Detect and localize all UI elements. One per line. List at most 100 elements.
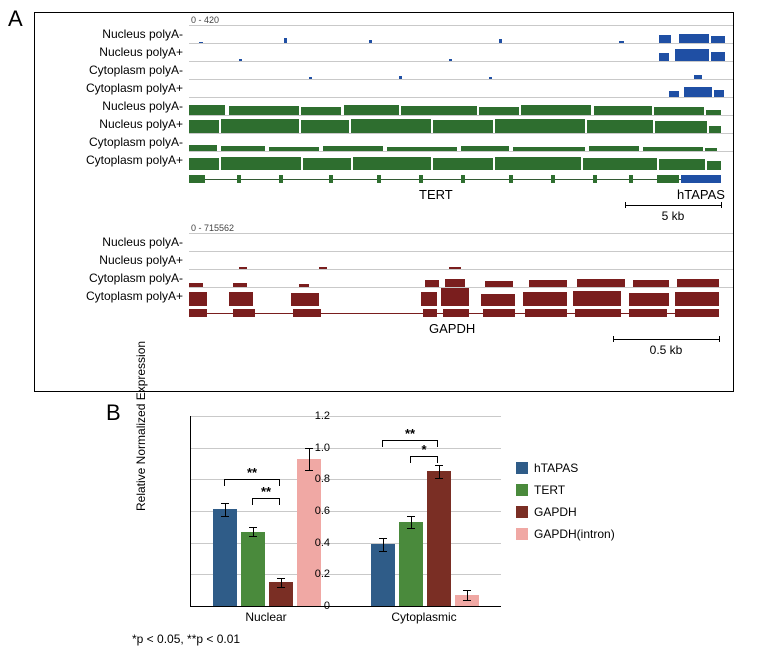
error-cap [463, 600, 471, 601]
legend-label: hTAPAS [534, 461, 578, 475]
legend-item: TERT [516, 483, 615, 497]
coverage-peak [189, 158, 219, 170]
y-tick-label: 0.4 [300, 537, 330, 549]
range-label-top: 0 - 420 [191, 15, 219, 25]
coverage-peak [303, 158, 351, 170]
gene-label-htapas: hTAPAS [677, 187, 725, 202]
coverage-peak [629, 293, 669, 306]
exon-block [593, 175, 597, 183]
coverage-peak [707, 161, 721, 170]
coverage-peak [353, 157, 431, 170]
panel-b-box: Relative Normalized Expression 00.20.40.… [126, 406, 646, 644]
coverage-peak [229, 292, 253, 306]
track-row-label: Cytoplasm polyA- [35, 135, 189, 149]
track-area [189, 79, 733, 98]
gene-line [189, 179, 719, 180]
significance-stars: * [410, 442, 438, 457]
exon-block [189, 175, 205, 183]
exon-block [443, 309, 469, 317]
track-row-label: Nucleus polyA- [35, 99, 189, 113]
exon-block [629, 309, 667, 317]
track-row: Nucleus polyA- [35, 97, 733, 115]
track-row: Nucleus polyA+ [35, 43, 733, 61]
panel-a-box: 0 - 420Nucleus polyA-Nucleus polyA+Cytop… [34, 12, 734, 392]
gene-label-tert: TERT [419, 187, 453, 202]
scale-bar [613, 339, 719, 340]
significance-stars: ** [224, 465, 280, 480]
coverage-peak [301, 120, 349, 134]
y-tick-label: 0.2 [300, 568, 330, 580]
legend-swatch [516, 528, 528, 540]
bar [427, 471, 451, 606]
track-row: Nucleus polyA- [35, 233, 733, 251]
track-row-label: Nucleus polyA- [35, 27, 189, 41]
track-row: Cytoplasm polyA- [35, 61, 733, 79]
exon-block [419, 175, 423, 183]
grid-line [191, 416, 501, 417]
exon-block [233, 309, 255, 317]
exon-block [237, 175, 241, 183]
coverage-peak [583, 158, 657, 170]
legend-item: GAPDH [516, 505, 615, 519]
track-area [189, 97, 733, 116]
coverage-peak [421, 292, 437, 306]
grid-line [191, 448, 501, 449]
error-cap [249, 527, 257, 528]
track-row-label: Cytoplasm polyA+ [35, 81, 189, 95]
gene-label-gapdh: GAPDH [429, 321, 475, 336]
scale-tick [719, 336, 720, 342]
track-row-label: Cytoplasm polyA+ [35, 153, 189, 167]
track-row-label: Nucleus polyA+ [35, 253, 189, 267]
chart-area [190, 416, 501, 607]
gene-model-tert [189, 175, 725, 195]
legend-item: hTAPAS [516, 461, 615, 475]
error-cap [435, 478, 443, 479]
scale-label: 0.5 kb [613, 343, 719, 357]
track-area [189, 269, 733, 288]
error-bar [281, 578, 282, 588]
coverage-peak [221, 119, 299, 134]
scale-tick [613, 336, 614, 342]
grid-line [191, 511, 501, 512]
track-row: Nucleus polyA- [35, 25, 733, 43]
htapas-block [681, 175, 721, 183]
coverage-peak [587, 120, 653, 134]
exon-block [675, 309, 719, 317]
error-cap [249, 536, 257, 537]
coverage-peak [573, 291, 621, 306]
track-row-label: Cytoplasm polyA+ [35, 289, 189, 303]
exon-block [629, 175, 633, 183]
track-area [189, 133, 733, 152]
coverage-peak [495, 119, 585, 134]
track-row-label: Nucleus polyA- [35, 235, 189, 249]
exon-block [423, 309, 437, 317]
exon-block [329, 175, 333, 183]
error-bar [439, 465, 440, 478]
significance-stars: ** [252, 484, 280, 499]
coverage-peak [523, 292, 567, 306]
exon-block [279, 175, 283, 183]
track-row-label: Cytoplasm polyA- [35, 271, 189, 285]
track-row: Cytoplasm polyA- [35, 269, 733, 287]
exon-block [525, 309, 567, 317]
coverage-peak [675, 292, 719, 306]
exon-block [575, 309, 621, 317]
track-row: Cytoplasm polyA+ [35, 151, 733, 169]
y-tick-label: 0.6 [300, 505, 330, 517]
legend-swatch [516, 462, 528, 474]
error-cap [407, 516, 415, 517]
coverage-peak [495, 157, 581, 170]
track-area [189, 115, 733, 134]
error-bar [467, 590, 468, 600]
track-row-label: Nucleus polyA+ [35, 117, 189, 131]
track-area [189, 287, 733, 306]
track-row: Nucleus polyA+ [35, 115, 733, 133]
legend-label: GAPDH [534, 505, 577, 519]
x-category-label: Nuclear [212, 610, 320, 624]
scale-label: 5 kb [625, 209, 721, 223]
error-cap [379, 538, 387, 539]
scale-tick [721, 202, 722, 208]
coverage-peak [351, 119, 431, 134]
coverage-peak [189, 292, 207, 306]
y-tick-label: 0.8 [300, 473, 330, 485]
